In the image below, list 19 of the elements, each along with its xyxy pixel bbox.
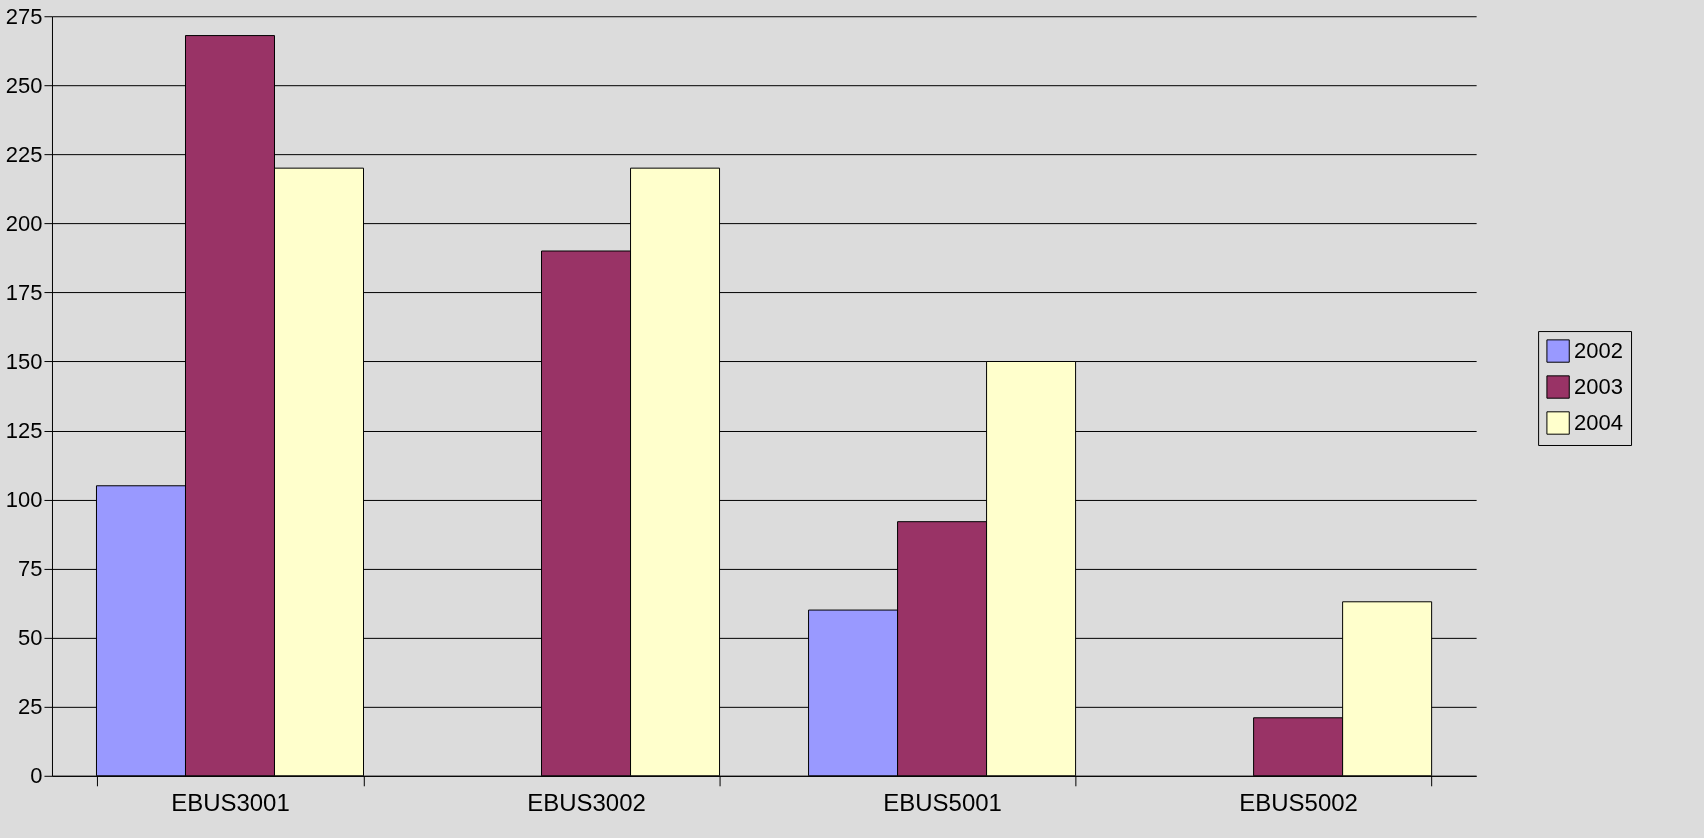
legend-label: 2004 [1574,409,1623,435]
y-tick-label: 25 [18,694,43,720]
legend-label: 2003 [1574,374,1623,400]
x-tick-label: EBUS5001 [883,789,1002,817]
legend-label: 2002 [1574,338,1623,364]
y-tick-label: 150 [5,348,43,374]
y-tick-label: 0 [30,763,43,789]
y-tick-label: 75 [18,556,43,582]
x-tick-label: EBUS5002 [1239,789,1358,817]
y-tick-label: 125 [5,418,43,444]
y-tick-label: 275 [5,3,43,29]
y-tick-label: 100 [5,487,43,513]
y-tick-label: 175 [5,279,43,305]
y-tick-label: 225 [5,141,43,167]
y-tick-label: 250 [5,72,43,98]
y-tick-label: 200 [5,210,43,236]
x-tick-label: EBUS3001 [171,789,290,817]
y-tick-label: 50 [18,625,43,651]
x-tick-label: EBUS3002 [527,789,646,817]
